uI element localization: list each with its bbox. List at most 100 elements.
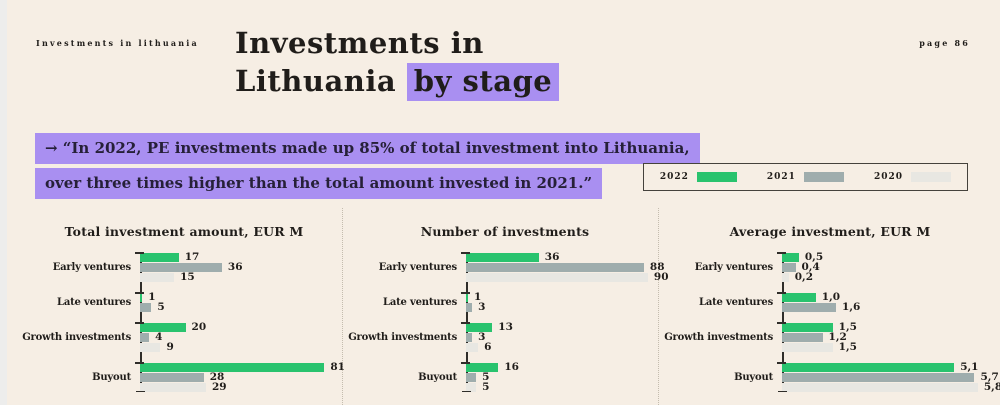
bar-2021 — [782, 302, 837, 312]
value-label: 17 — [184, 250, 200, 263]
legend-swatch-2020 — [911, 172, 951, 182]
value-label: 0,5 — [804, 250, 824, 263]
value-label: 4 — [155, 330, 163, 343]
category-label: Buyout — [734, 371, 773, 383]
chart-average-investment: Average investment, EUR M Early ventures… — [664, 224, 1000, 392]
bar-row: 28 — [140, 372, 338, 382]
bar-row: 15 — [140, 272, 338, 282]
category-label: Growth investments — [22, 331, 131, 343]
bar-2022 — [782, 292, 816, 302]
chart-divider-2 — [658, 208, 659, 405]
value-label: 9 — [166, 340, 174, 353]
value-label: 20 — [191, 320, 207, 333]
brand-text: Investments in lithuania — [36, 38, 199, 48]
bar-row: 0,4 — [782, 262, 988, 272]
bar-row: 5,1 — [782, 362, 988, 372]
value-label: 28 — [209, 370, 225, 383]
legend: 2022 2021 2020 — [642, 163, 968, 191]
bar-2022 — [466, 322, 493, 332]
value-label: 5 — [482, 370, 490, 383]
value-label: 1,6 — [842, 300, 861, 313]
bar-row: 5 — [466, 372, 654, 382]
bar-2020 — [782, 382, 978, 392]
bar-row: 1,2 — [782, 332, 988, 342]
bar-2022 — [782, 362, 955, 372]
value-label: 1,2 — [828, 330, 847, 343]
category-label: Early ventures — [52, 261, 131, 273]
bar-group: 17 36 15 — [135, 250, 338, 282]
value-label: 81 — [330, 360, 345, 373]
category-row: Buyout 5,1 5,7 5,8 — [672, 362, 1000, 392]
legend-label-2022: 2022 — [659, 172, 689, 182]
bar-row: 1,5 — [782, 322, 988, 332]
bar-2021 — [466, 302, 473, 312]
bar-row: 16 — [466, 362, 654, 372]
bar-row: 1 — [466, 292, 654, 302]
chart-total-investment: Total investment amount, EUR M Early ven… — [22, 224, 345, 392]
value-label: 0,4 — [801, 260, 820, 273]
bar-2021 — [782, 332, 823, 342]
bar-group: 13 3 6 — [461, 322, 654, 352]
bar-group: 20 4 9 — [135, 322, 338, 352]
value-label: 15 — [180, 270, 195, 283]
bar-2021 — [466, 332, 473, 342]
chart-title: Average investment, EUR M — [729, 224, 931, 239]
category-row: Late ventures 1 5 — [30, 292, 338, 312]
bar-row: 13 — [466, 322, 654, 332]
value-label: 16 — [504, 360, 519, 373]
legend-swatch-2022 — [696, 172, 737, 182]
bar-2020 — [782, 272, 789, 282]
value-label: 6 — [484, 340, 492, 353]
title-highlight: by stage — [406, 63, 560, 101]
bar-group: 16 5 5 — [461, 362, 654, 392]
legend-label-2020: 2020 — [873, 172, 903, 182]
legend-label-2021: 2021 — [766, 172, 796, 182]
bar-row: 1,0 — [782, 292, 988, 302]
bar-group: 5,1 5,7 5,8 — [777, 362, 1000, 392]
bar-row: 1,5 — [782, 342, 988, 352]
bar-2021 — [140, 332, 150, 342]
bar-2022 — [140, 292, 143, 302]
bar-2021 — [140, 262, 222, 272]
legend-item-2022: 2022 — [660, 172, 737, 182]
bar-row: 6 — [466, 342, 654, 352]
bar-group: 1,0 1,6 — [777, 292, 988, 313]
category-row: Early ventures 0,5 0,4 0,2 — [672, 252, 988, 282]
bar-2022 — [140, 252, 179, 262]
value-label: 90 — [653, 270, 669, 283]
bar-row: 81 — [140, 362, 345, 372]
bar-2022 — [140, 362, 325, 372]
category-row: Late ventures 1 3 — [356, 292, 654, 312]
chart-title: Number of investments — [420, 224, 590, 239]
value-label: 5 — [157, 300, 165, 313]
category-label: Buyout — [418, 371, 457, 383]
bar-2021 — [782, 372, 975, 382]
bar-row: 9 — [140, 342, 338, 352]
value-label: 5 — [482, 380, 490, 393]
page-left-edge — [0, 0, 7, 405]
value-label: 1 — [474, 290, 482, 303]
bar-2020 — [466, 272, 648, 282]
value-label: 13 — [498, 320, 513, 333]
page-title-line2: Lithuania by stage — [235, 62, 560, 101]
bar-row: 29 — [140, 382, 338, 392]
category-row: Growth investments 13 3 6 — [348, 322, 654, 352]
page-title-line1: Investments in — [235, 26, 484, 60]
value-label: 29 — [211, 380, 227, 393]
category-row: Early ventures 17 36 15 — [30, 252, 338, 282]
bar-2021 — [140, 302, 152, 312]
bar-2020 — [140, 382, 206, 392]
category-row: Growth investments 20 4 9 — [22, 322, 338, 352]
bar-row: 5 — [466, 382, 654, 392]
bar-row: 3 — [466, 302, 654, 312]
bar-2020 — [140, 272, 175, 282]
category-label: Early ventures — [378, 261, 457, 273]
bar-row: 20 — [140, 322, 338, 332]
bar-2022 — [466, 252, 539, 262]
bar-2022 — [140, 322, 186, 332]
bar-2022 — [782, 322, 833, 332]
value-label: 5,8 — [983, 380, 1000, 393]
chart-divider-1 — [342, 208, 343, 405]
